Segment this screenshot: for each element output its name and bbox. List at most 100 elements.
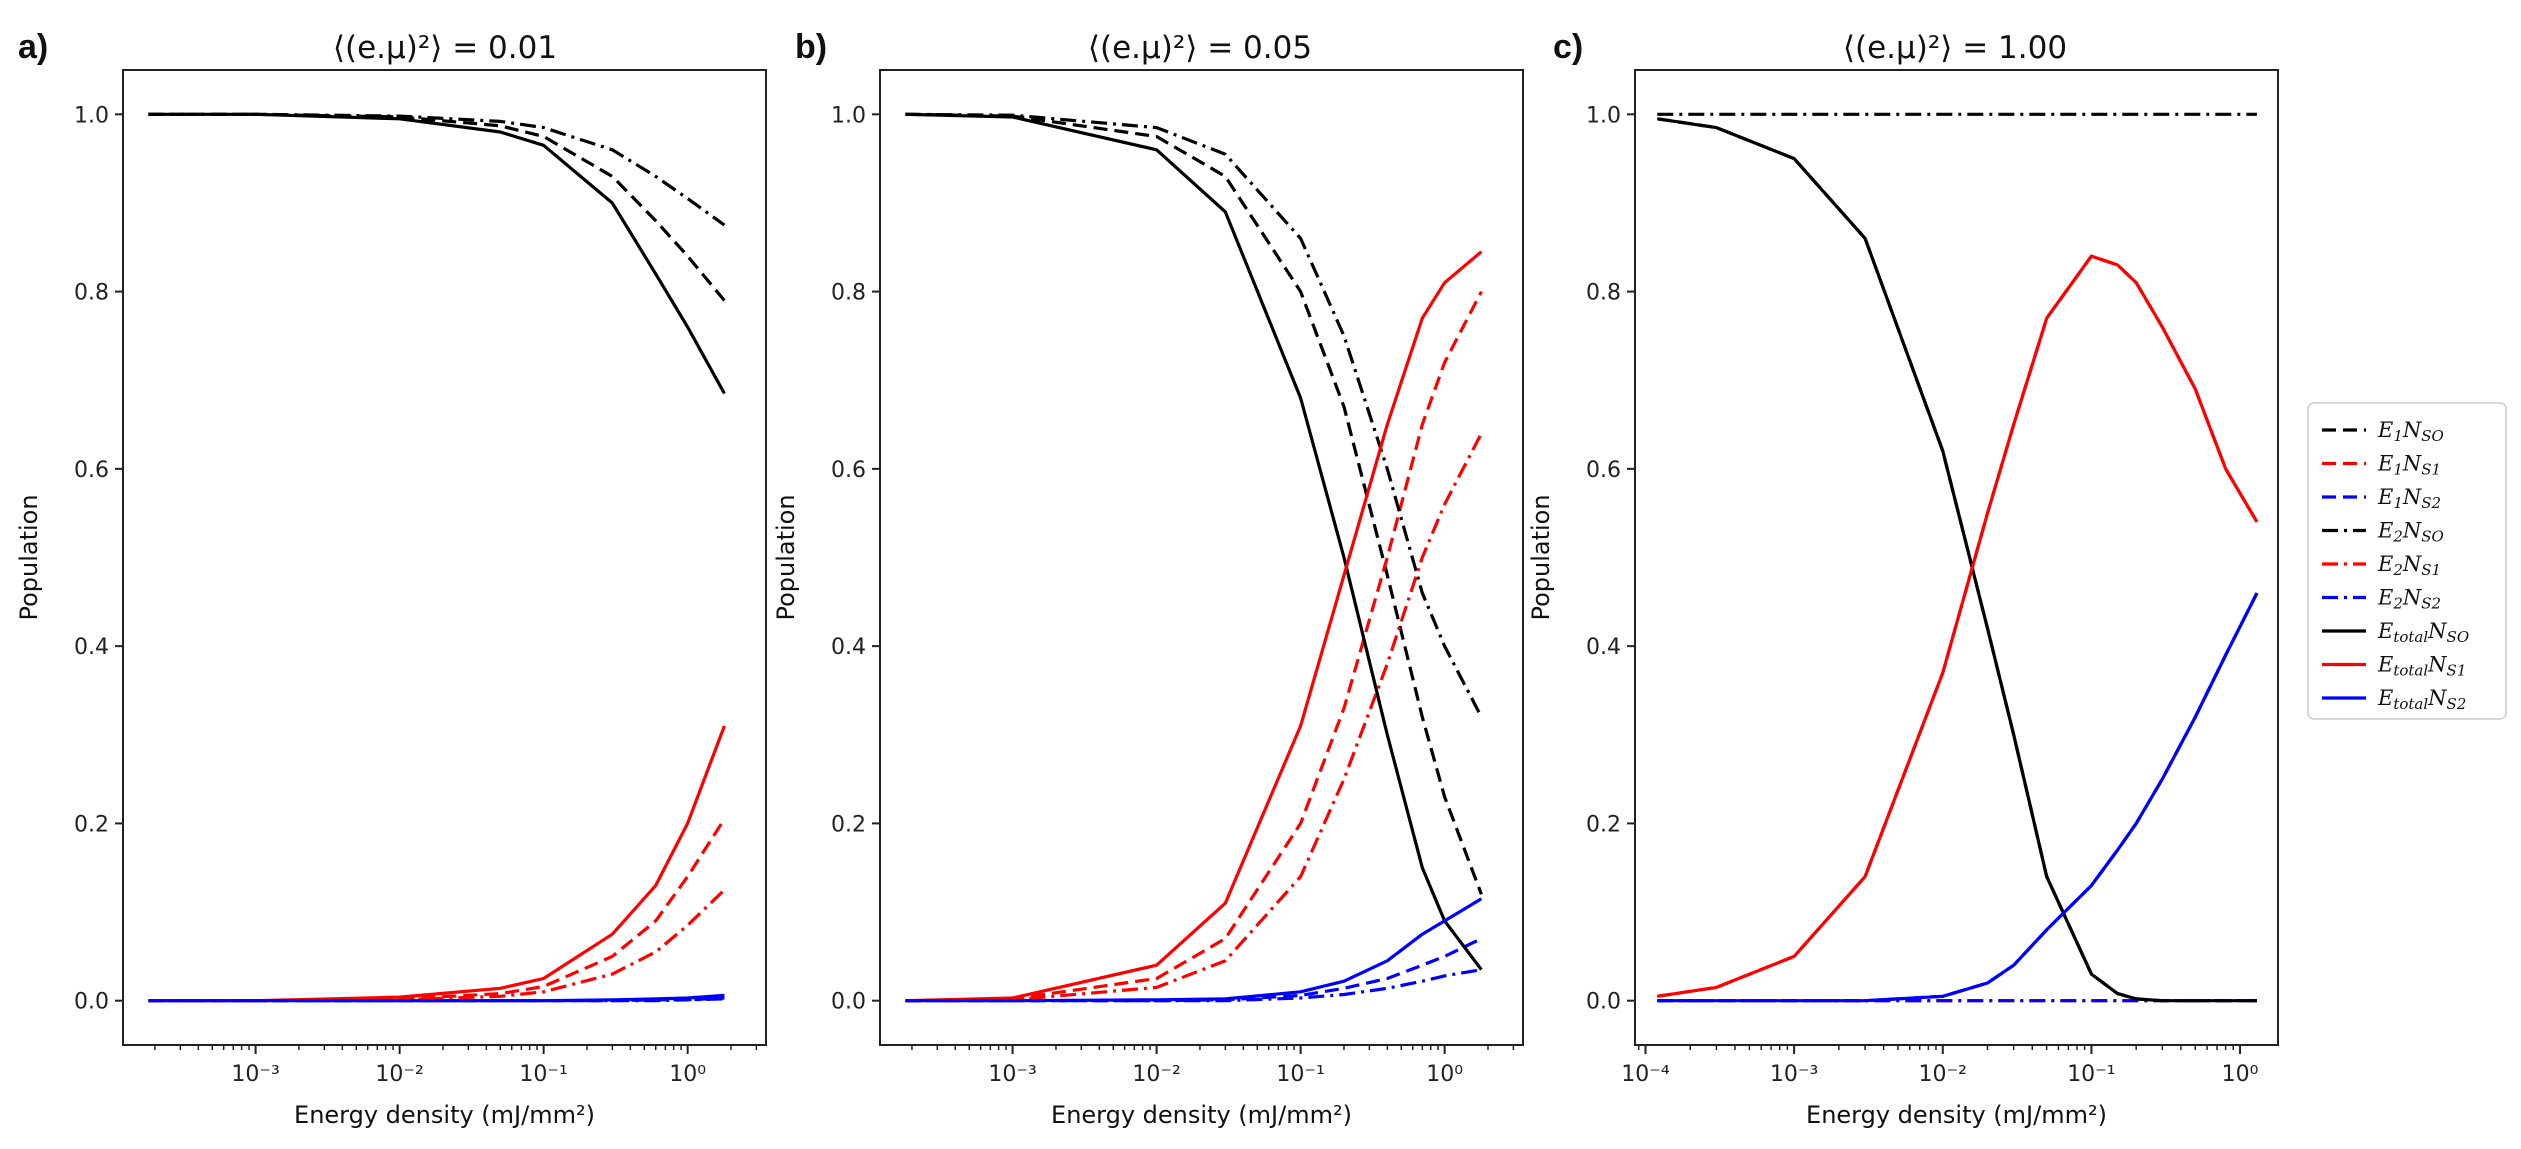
- series-line-etotal-n_s1: [148, 725, 726, 1003]
- y-axis-label: Population: [15, 494, 43, 620]
- y-tick-label: 0.0: [831, 990, 866, 1015]
- x-tick-label: 10⁻²: [1919, 1062, 1967, 1087]
- y-tick-label: 1.0: [1586, 103, 1621, 128]
- legend-subscript: 2: [2392, 595, 2403, 613]
- series-line-e1-n_so: [1657, 117, 2257, 1003]
- panel-label: a): [18, 28, 48, 66]
- series-line-e1-n_s1: [148, 818, 726, 1003]
- y-tick-label: 0.0: [1586, 990, 1621, 1015]
- legend-symbol: N: [2427, 653, 2447, 677]
- legend-subscript: total: [2393, 695, 2428, 713]
- y-tick-label: 0.4: [74, 635, 109, 660]
- y-tick-label: 0.8: [74, 281, 109, 306]
- x-tick-label: 10⁻³: [231, 1062, 279, 1087]
- y-tick-label: 0.4: [1586, 635, 1621, 660]
- axes-frame: [122, 69, 767, 1046]
- series-line-e1-n_s2: [1657, 592, 2259, 1003]
- legend-symbol: E: [2377, 619, 2393, 643]
- series-line-etotal-n_s2: [148, 993, 725, 1003]
- y-tick-label: 0.6: [831, 458, 866, 483]
- legend-subscript: S2: [2421, 494, 2441, 512]
- legend-symbol: N: [2402, 519, 2422, 543]
- legend-subscript: S1: [2447, 662, 2467, 680]
- legend-symbol: E: [2377, 552, 2393, 576]
- x-tick-label: 10⁻³: [988, 1062, 1036, 1087]
- series-line-etotal-n_s1: [905, 250, 1483, 1003]
- y-tick-label: 0.8: [1586, 281, 1621, 306]
- legend-subscript: 1: [2393, 427, 2403, 445]
- legend-symbol: N: [2402, 485, 2422, 509]
- x-tick-label: 10⁻²: [375, 1062, 423, 1087]
- y-tick-label: 1.0: [74, 103, 109, 128]
- legend-entry-label: E1NSO: [2377, 418, 2444, 445]
- legend-symbol: N: [2402, 586, 2422, 610]
- y-tick-label: 0.2: [1586, 812, 1621, 837]
- series-line-etotal-n_so: [148, 112, 726, 395]
- x-axis-label: Energy density (mJ/mm²): [1806, 1101, 2107, 1129]
- legend-subscript: S1: [2421, 561, 2441, 579]
- y-tick-label: 0.6: [74, 458, 109, 483]
- legend-symbol: N: [2402, 452, 2422, 476]
- y-tick-label: 0.0: [74, 990, 109, 1015]
- x-tick-label: 10⁻¹: [519, 1062, 567, 1087]
- axes-frame: [879, 69, 1524, 1046]
- panel-title: ⟨(e.μ)²⟩ = 0.05: [1088, 30, 1312, 66]
- panel-label: c): [1553, 28, 1583, 66]
- x-tick-label: 10⁻⁴: [1621, 1062, 1670, 1087]
- panel-label: b): [795, 28, 827, 66]
- x-tick-label: 10⁻¹: [1276, 1062, 1324, 1087]
- legend-subscript: 2: [2392, 528, 2403, 546]
- series-line-etotal-n_s2: [1657, 592, 2259, 1003]
- series-line-e1-n_so: [905, 112, 1483, 895]
- x-tick-label: 10⁻³: [1770, 1062, 1818, 1087]
- y-tick-label: 0.6: [1586, 458, 1621, 483]
- panel-c: 0.0 0.2 0.4 0.6 0.8 1.0 10⁻⁴ 10⁻³ 10⁻² 10⁻¹ 10⁰ c) ⟨…: [1527, 28, 2279, 1129]
- legend-symbol: E: [2377, 686, 2393, 710]
- panel-a: 0.0 0.2 0.4 0.6 0.8 1.0 10⁻³ 10⁻² 10⁻¹ 10⁰ a) ⟨(e.μ…: [15, 28, 767, 1129]
- y-axis-label: Population: [772, 494, 800, 620]
- series-line-e2-n_s1: [905, 432, 1483, 1003]
- legend-subscript: S2: [2421, 595, 2441, 613]
- series-line-e2-n_so: [148, 112, 726, 227]
- panel-b: 0.0 0.2 0.4 0.6 0.8 1.0 10⁻³ 10⁻² 10⁻¹ 10⁰ b) ⟨(e.μ…: [772, 28, 1524, 1129]
- x-axis-label: Energy density (mJ/mm²): [294, 1101, 595, 1129]
- series-line-etotal-n_s2: [905, 897, 1483, 1003]
- series-line-etotal-n_so: [905, 112, 1483, 971]
- legend-entry-label: E2NS1: [2377, 552, 2441, 579]
- legend-subscript: SO: [2421, 427, 2444, 445]
- legend-symbol: E: [2377, 653, 2393, 677]
- legend-entry-label: E2NSO: [2377, 519, 2444, 546]
- y-tick-label: 1.0: [831, 103, 866, 128]
- x-tick-label: 10⁰: [1426, 1062, 1463, 1087]
- legend-subscript: SO: [2447, 628, 2470, 646]
- x-tick-label: 10⁻²: [1132, 1062, 1180, 1087]
- legend-symbol: N: [2402, 418, 2422, 442]
- legend-subscript: 2: [2392, 561, 2403, 579]
- panel-title: ⟨(e.μ)²⟩ = 0.01: [333, 30, 557, 66]
- x-axis-label: Energy density (mJ/mm²): [1051, 1101, 1352, 1129]
- legend-symbol: N: [2427, 686, 2447, 710]
- x-tick-label: 10⁻¹: [2067, 1062, 2115, 1087]
- series-line-etotal-n_so: [1657, 117, 2257, 1003]
- legend-symbol: E: [2377, 485, 2393, 509]
- legend-symbol: E: [2377, 519, 2393, 543]
- legend-subscript: total: [2393, 628, 2428, 646]
- y-tick-label: 0.2: [831, 812, 866, 837]
- legend-symbol: N: [2427, 619, 2447, 643]
- series-line-e2-n_so: [905, 112, 1483, 718]
- legend-entry-label: E2NS2: [2377, 586, 2441, 613]
- legend-symbol: E: [2377, 418, 2393, 442]
- y-tick-label: 0.8: [831, 281, 866, 306]
- legend-subscript: SO: [2421, 528, 2444, 546]
- legend-symbol: N: [2402, 552, 2422, 576]
- legend-entry-label: E1NS2: [2377, 485, 2441, 512]
- series-line-e1-n_s2: [905, 937, 1483, 1003]
- legend-subscript: S1: [2421, 461, 2441, 479]
- series-line-e1-n_so: [148, 112, 726, 302]
- x-tick-label: 10⁰: [2222, 1062, 2259, 1087]
- legend-symbol: E: [2377, 452, 2393, 476]
- series-line-etotal-n_s1: [1657, 254, 2259, 998]
- legend-symbol: E: [2377, 586, 2393, 610]
- axes-frame: [1634, 69, 2279, 1046]
- y-tick-label: 0.4: [831, 635, 866, 660]
